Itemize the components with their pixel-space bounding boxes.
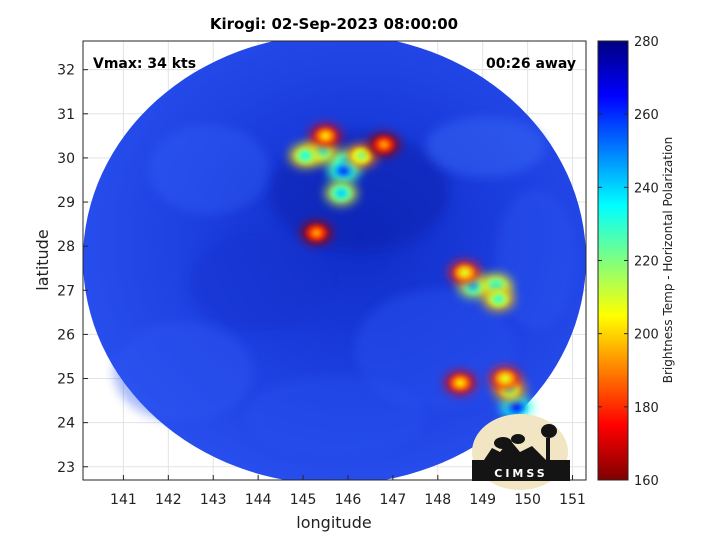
feature-core: [468, 281, 479, 290]
cimss-logo: CIMSS: [472, 414, 570, 490]
y-tick-label: 31: [57, 107, 75, 123]
x-axis-label: longitude: [296, 513, 371, 532]
y-tick-label: 32: [57, 63, 75, 79]
colorbar-tick-label: 180: [634, 401, 659, 416]
feature-core: [459, 268, 470, 277]
feature-core: [356, 151, 367, 160]
x-tick-label: 151: [559, 492, 586, 508]
x-tick-label: 142: [155, 492, 182, 508]
x-tick-label: 147: [380, 492, 407, 508]
colorbar-tick-label: 220: [634, 255, 659, 270]
swath-patch: [189, 231, 330, 332]
logo-text: CIMSS: [494, 467, 547, 480]
colorbar-label: Brightness Temp - Horizontal Polarizatio…: [661, 137, 675, 384]
chart-title: Kirogi: 02-Sep-2023 08:00:00: [210, 15, 458, 33]
colorbar: [597, 40, 629, 481]
x-tick-label: 141: [110, 492, 137, 508]
x-tick-label: 149: [469, 492, 496, 508]
y-tick-label: 27: [57, 283, 75, 299]
y-axis: 23 24 25 26 27 28 29 30 31 32: [57, 63, 88, 476]
data-layer: [83, 41, 586, 480]
feature-core: [311, 228, 322, 237]
feature-core: [300, 151, 311, 160]
feature-core: [320, 131, 331, 140]
time-away-label: 00:26 away: [486, 56, 576, 72]
swath-patch: [425, 116, 546, 177]
convection-features: [289, 123, 533, 420]
x-tick-label: 150: [514, 492, 541, 508]
x-axis: 141 142 143 144 145 146 147 148 149 150 151: [110, 475, 586, 508]
y-tick-label: 28: [57, 239, 75, 255]
feature-core: [336, 189, 347, 198]
y-tick-label: 24: [57, 416, 75, 432]
feature-core: [455, 378, 466, 387]
colorbar-ticks: 160 180 200 220 240 260 280: [598, 35, 659, 489]
colorbar-tick-label: 200: [634, 328, 659, 343]
feature-core: [338, 167, 349, 176]
y-axis-label: latitude: [33, 229, 52, 290]
colorbar-tick-label: 280: [634, 35, 659, 50]
colorbar-tick-label: 160: [634, 474, 659, 489]
vmax-label: Vmax: 34 kts: [93, 56, 196, 72]
colorbar-tick-label: 240: [634, 181, 659, 196]
colorbar-tick-label: 260: [634, 108, 659, 123]
y-tick-label: 26: [57, 327, 75, 343]
feature-core: [500, 374, 511, 383]
x-tick-label: 145: [290, 492, 317, 508]
swath-patch: [148, 124, 269, 215]
swath-patch: [113, 321, 254, 422]
swath-patch: [244, 376, 425, 457]
x-tick-label: 144: [245, 492, 272, 508]
y-tick-label: 30: [57, 151, 75, 167]
x-tick-label: 146: [335, 492, 362, 508]
y-tick-label: 23: [57, 460, 75, 476]
x-tick-label: 143: [200, 492, 227, 508]
feature-core: [378, 140, 389, 149]
feature-core: [511, 403, 522, 412]
swath-patch: [495, 189, 576, 330]
y-tick-label: 29: [57, 195, 75, 211]
y-tick-label: 25: [57, 372, 75, 388]
axes-box: [82, 40, 587, 481]
x-tick-label: 148: [424, 492, 451, 508]
feature-core: [493, 295, 504, 304]
